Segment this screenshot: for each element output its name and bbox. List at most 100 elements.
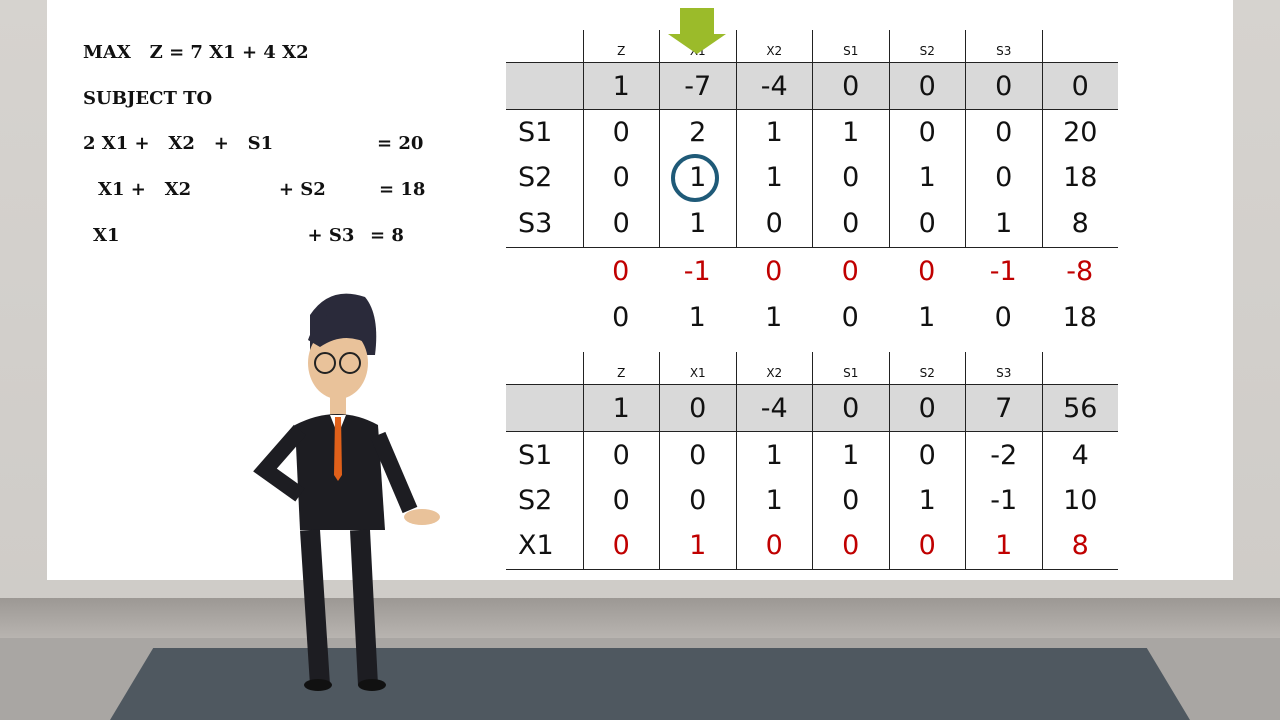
constraint-2-lhs: X1 + X2 + S2 [98,179,326,200]
cell: -1 [683,255,711,287]
cell: 0 [888,63,966,109]
cell: -1 [989,255,1017,287]
cell: 0 [612,301,630,333]
row-label [506,294,583,340]
tableau-row: S1 0 0 1 1 0 -2 4 [506,432,1118,478]
cell: 1 [659,522,736,569]
row-label: S3 [518,208,553,239]
cell: 0 [582,200,660,247]
tableau-row: S2 0 0 1 0 1 -1 10 [506,478,1118,522]
pivot-column-arrow-icon [668,8,726,54]
row-label [506,63,583,109]
cell: 1 [765,301,783,333]
carpet [110,648,1190,720]
constraint-2-rhs: = 18 [379,179,426,200]
calculation-row: 0 -1 0 0 0 -1 -8 [506,248,1118,294]
cell: 10 [1041,478,1119,522]
tableau-row: S1 0 2 1 1 0 0 20 [506,110,1118,155]
cell: 56 [1041,385,1119,431]
cell: S1 [812,30,889,62]
cell: 4 [1041,432,1119,478]
cell: 0 [812,522,889,569]
cell: -2 [965,432,1042,478]
calculation-row: 0 1 1 0 1 0 18 [506,294,1118,340]
cell: 0 [812,200,889,247]
cell: 0 [812,63,889,109]
row-label: S1 [518,439,553,471]
cell: -4 [735,385,813,431]
row-label: S1 [518,117,553,148]
cell: 1 [812,432,889,478]
presenter-character [253,293,440,691]
cell: 1 [918,301,936,333]
row-label [506,352,583,384]
cell: 1 [888,478,966,522]
cell: 1 [735,478,813,522]
cell [1041,352,1119,384]
row-label: X1 [518,530,554,561]
cell: 1 [888,155,966,200]
cell: 0 [888,200,966,247]
cell: 18 [1041,155,1119,200]
cell: 1 [582,385,660,431]
cell: X1 [659,352,736,384]
cell: 8 [1041,522,1119,569]
row-label [506,248,583,294]
cell: 1 [965,522,1042,569]
cell: 0 [582,110,660,155]
constraint-3-lhs: X1 + S3 [93,225,355,246]
tableau-row: X1 0 1 0 0 0 1 8 [506,522,1118,570]
cell: 0 [582,432,660,478]
cell: 1 [582,63,660,109]
cell: 1 [735,110,813,155]
cell: 0 [812,155,889,200]
cell: -8 [1066,255,1094,287]
cell: 1 [812,110,889,155]
cell: 0 [994,301,1012,333]
cell: S2 [888,352,966,384]
cell: -7 [659,63,736,109]
cell: 1 [735,155,813,200]
cell: -1 [965,478,1042,522]
cell: S1 [812,352,889,384]
cell: 0 [735,200,813,247]
cell: S3 [965,30,1042,62]
cell: 0 [582,522,660,569]
cell: 0 [659,478,736,522]
constraint-1-rhs: = 20 [377,133,424,154]
cell: 0 [888,522,966,569]
cell: 0 [1041,63,1119,109]
cell: 0 [659,385,736,431]
cell: X2 [735,30,813,62]
cell: S2 [888,30,966,62]
subject-to-label: SUBJECT TO [83,88,213,109]
cell: 0 [582,155,660,200]
constraint-1-lhs: 2 X1 + X2 + S1 [83,133,274,154]
cell: 0 [918,255,936,287]
constraint-3-rhs: = 8 [370,225,404,246]
cell: 2 [659,110,736,155]
cell: 0 [812,478,889,522]
cell: 0 [735,522,813,569]
cell: S3 [965,352,1042,384]
row-label [506,30,583,62]
cell: 1 [965,200,1042,247]
cell: 0 [965,110,1042,155]
cell: 0 [582,478,660,522]
tableau-row: S2 0 1 1 0 1 0 18 [506,155,1118,200]
cell: 0 [888,110,966,155]
tableau-1: ZX1X2S1S2S31-7-40000S102110020S201101018… [506,30,1118,340]
cell [1041,30,1119,62]
cell: 18 [1062,301,1097,333]
tableau-2: Z X1 X2 S1 S2 S3 1 0 -4 0 0 7 56 S1 0 0 1 1 0 -2 4 S2 0 0 1 0 1 -1 1… [506,352,1118,570]
tableau-row: S3 0 1 0 0 0 1 8 [506,200,1118,248]
cell: 0 [965,63,1042,109]
cell: 0 [965,155,1042,200]
cell: 1 [735,432,813,478]
cell: Z [582,30,660,62]
row-label: S2 [518,484,553,516]
cell: 0 [659,432,736,478]
cell: Z [582,352,660,384]
row-label [506,385,583,431]
